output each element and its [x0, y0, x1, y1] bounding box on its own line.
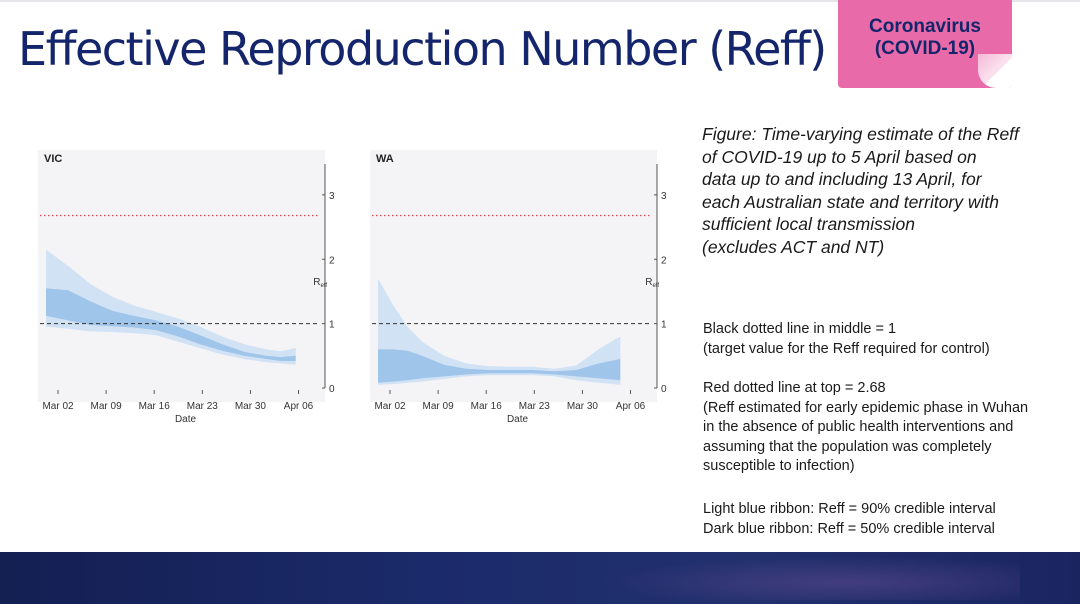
note-line: Dark blue ribbon: Reff = 50% credible in… [703, 520, 995, 537]
x-tick-label: Mar 02 [42, 401, 74, 412]
x-tick-label: Mar 16 [139, 401, 171, 412]
y-tick-label: 3 [329, 191, 335, 202]
caption-line: Figure: Time-varying estimate of the Ref… [702, 124, 1019, 144]
ribbon-50-credible-interval [46, 288, 296, 361]
note-line: susceptible to infection) [703, 458, 855, 474]
y-tick-label: 2 [661, 255, 667, 266]
x-tick-label: Mar 09 [91, 401, 123, 412]
x-axis-label: Date [175, 414, 197, 425]
ribbon-legend-note: Light blue ribbon: Reff = 90% credible i… [703, 500, 1073, 539]
slide-title: Effective Reproduction Number (Reff) [18, 22, 827, 76]
page-curl-graphic [978, 54, 1012, 88]
note-line: assuming that the population was complet… [703, 438, 992, 455]
note-line: in the absence of public health interven… [703, 419, 1014, 435]
x-tick-label: Mar 09 [423, 401, 455, 412]
panel-label: WA [376, 153, 394, 165]
black-line-note: Black dotted line in middle = 1 (target … [703, 320, 1073, 359]
figure-caption: Figure: Time-varying estimate of the Ref… [702, 123, 1072, 258]
ribbon-90-credible-interval [378, 278, 621, 385]
ribbon-50-credible-interval [378, 349, 621, 383]
x-tick-label: Mar 23 [519, 401, 551, 412]
footer-banner [0, 552, 1080, 604]
y-tick-label: 2 [329, 255, 335, 266]
y-tick-label: 1 [329, 320, 335, 331]
caption-line: data up to and including 13 April, for [702, 169, 982, 189]
top-frame-line [0, 0, 1080, 2]
x-tick-label: Mar 23 [187, 401, 219, 412]
x-tick-label: Mar 02 [374, 401, 406, 412]
note-line: Light blue ribbon: Reff = 90% credible i… [703, 501, 996, 517]
caption-line: each Australian state and territory with [702, 191, 999, 212]
y-tick-label: 1 [661, 320, 667, 331]
x-tick-label: Apr 06 [616, 401, 646, 412]
x-tick-label: Mar 30 [567, 401, 599, 412]
y-tick-label: 0 [661, 384, 667, 395]
red-line-note: Red dotted line at top = 2.68 (Reff esti… [703, 379, 1073, 477]
coronavirus-badge: Coronavirus (COVID-19) [838, 0, 1012, 88]
note-line: (Reff estimated for early epidemic phase… [703, 399, 1029, 416]
note-line: Black dotted line in middle = 1 [703, 321, 897, 337]
panel-label: VIC [44, 153, 62, 165]
plot-background [38, 150, 325, 402]
badge-line-1: Coronavirus [869, 16, 981, 37]
note-line: (target value for the Reff required for … [703, 340, 990, 357]
caption-line: (excludes ACT and NT) [702, 236, 885, 257]
note-line: Red dotted line at top = 2.68 [703, 380, 886, 396]
x-tick-label: Mar 16 [471, 401, 503, 412]
x-tick-label: Apr 06 [284, 401, 314, 412]
badge-line-2: (COVID-19) [874, 38, 976, 59]
caption-line: sufficient local transmission [702, 214, 915, 234]
x-tick-label: Mar 30 [235, 401, 267, 412]
caption-line: of COVID-19 up to 5 April based on [702, 146, 977, 167]
x-axis-label: Date [507, 414, 529, 425]
footer-virus-graphic [600, 556, 1020, 600]
y-tick-label: 3 [661, 191, 667, 202]
y-tick-label: 0 [329, 384, 335, 395]
